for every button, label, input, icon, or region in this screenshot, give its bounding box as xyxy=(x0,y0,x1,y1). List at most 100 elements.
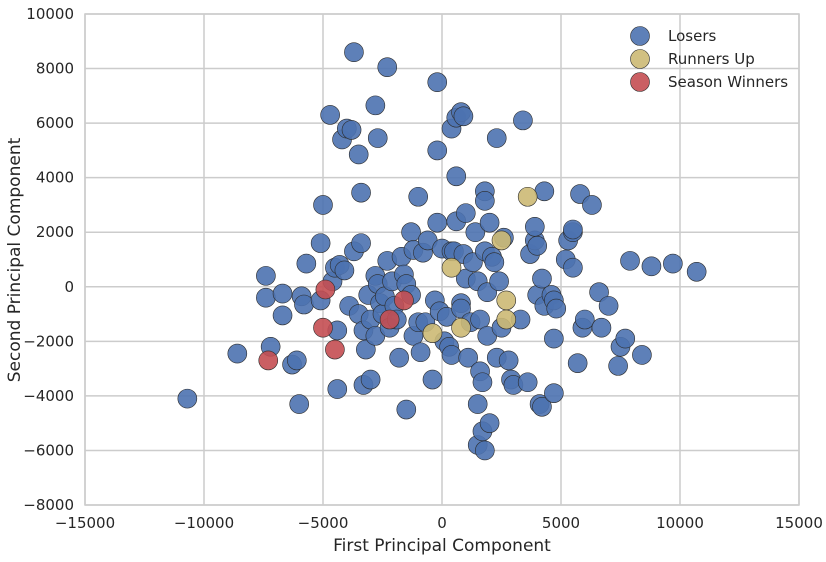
data-point xyxy=(525,216,545,237)
y-tick-label: 2000 xyxy=(36,223,74,241)
x-tick-label: 0 xyxy=(437,514,447,532)
data-point xyxy=(563,257,583,278)
data-point xyxy=(546,298,567,319)
data-point xyxy=(598,296,619,316)
data-point xyxy=(446,166,467,187)
data-point xyxy=(334,260,355,281)
y-tick-label: 0 xyxy=(64,278,74,296)
data-point xyxy=(341,120,362,140)
data-point xyxy=(427,72,448,92)
data-point xyxy=(544,328,564,349)
data-point xyxy=(574,309,595,330)
data-point xyxy=(313,195,333,215)
data-point xyxy=(310,233,331,253)
data-point xyxy=(479,212,500,233)
data-point xyxy=(315,279,336,300)
data-point xyxy=(532,396,552,417)
data-point xyxy=(517,186,538,207)
y-tick-label: 10000 xyxy=(26,5,74,23)
data-point xyxy=(410,342,431,363)
data-point xyxy=(272,283,293,304)
data-point xyxy=(360,369,381,390)
data-point xyxy=(177,388,198,409)
legend-label: Runners Up xyxy=(668,50,755,68)
data-point xyxy=(513,110,533,131)
data-point xyxy=(470,309,490,330)
data-point xyxy=(641,256,662,277)
data-point xyxy=(256,287,276,308)
data-point xyxy=(451,317,471,338)
data-point xyxy=(532,268,552,289)
data-points xyxy=(177,42,707,461)
legend-label: Season Winners xyxy=(668,73,788,91)
data-point xyxy=(486,128,507,148)
data-point xyxy=(453,106,474,127)
data-point xyxy=(367,128,388,148)
data-point xyxy=(615,328,636,349)
data-point xyxy=(441,345,462,365)
data-point xyxy=(567,353,588,373)
data-point xyxy=(289,394,310,414)
data-point xyxy=(563,219,583,240)
data-point xyxy=(475,440,495,461)
data-point xyxy=(348,144,369,165)
data-point xyxy=(427,212,448,233)
data-point xyxy=(351,233,371,253)
x-tick-label: 5000 xyxy=(542,514,580,532)
data-point xyxy=(534,181,555,202)
plot-frame xyxy=(84,13,800,506)
y-tick-label: −2000 xyxy=(23,332,74,350)
legend-marker xyxy=(630,49,650,69)
data-point xyxy=(527,236,548,256)
y-axis-label: Second Principal Component xyxy=(5,137,25,382)
x-tick-label: −5000 xyxy=(298,514,349,532)
data-point xyxy=(498,350,519,371)
data-point xyxy=(294,294,314,315)
data-point xyxy=(455,203,476,223)
data-point xyxy=(401,222,421,243)
data-point xyxy=(484,252,505,273)
data-point xyxy=(365,95,386,116)
legend-label: Losers xyxy=(668,27,716,45)
data-point xyxy=(256,266,276,286)
data-point xyxy=(517,372,538,393)
x-tick-label: −10000 xyxy=(174,514,234,532)
legend-marker xyxy=(630,26,650,46)
data-point xyxy=(394,290,414,311)
data-point xyxy=(327,379,348,399)
data-point xyxy=(389,347,409,368)
x-tick-labels: −15000 −10000 −5000 0 5000 10000 15000 xyxy=(55,514,823,532)
data-point xyxy=(320,105,340,125)
data-point xyxy=(422,369,443,390)
data-point xyxy=(479,413,500,433)
x-tick-label: 15000 xyxy=(775,514,823,532)
data-point xyxy=(351,182,371,203)
data-point xyxy=(544,383,564,403)
data-point xyxy=(344,42,364,62)
data-point xyxy=(496,290,517,311)
data-point xyxy=(296,253,317,274)
y-tick-label: −4000 xyxy=(23,387,74,405)
data-point xyxy=(258,350,279,371)
data-point xyxy=(458,347,478,368)
data-point xyxy=(582,195,602,215)
data-point xyxy=(496,309,517,330)
data-point xyxy=(591,317,612,338)
data-point xyxy=(227,343,248,364)
data-point xyxy=(408,186,429,207)
data-point xyxy=(356,339,376,360)
y-tick-label: −6000 xyxy=(23,441,74,459)
data-point xyxy=(325,339,345,360)
y-tick-labels: −8000 −6000 −4000 −2000 0 2000 4000 6000 8000 100… xyxy=(23,5,74,514)
y-tick-label: −8000 xyxy=(23,496,74,514)
y-tick-label: 8000 xyxy=(36,60,74,78)
data-point xyxy=(377,57,398,77)
x-axis-label: First Principal Component xyxy=(333,536,551,556)
data-point xyxy=(475,191,495,211)
data-point xyxy=(287,350,307,371)
data-point xyxy=(472,372,493,393)
data-point xyxy=(422,323,443,343)
data-point xyxy=(441,257,462,278)
data-point xyxy=(632,345,652,365)
